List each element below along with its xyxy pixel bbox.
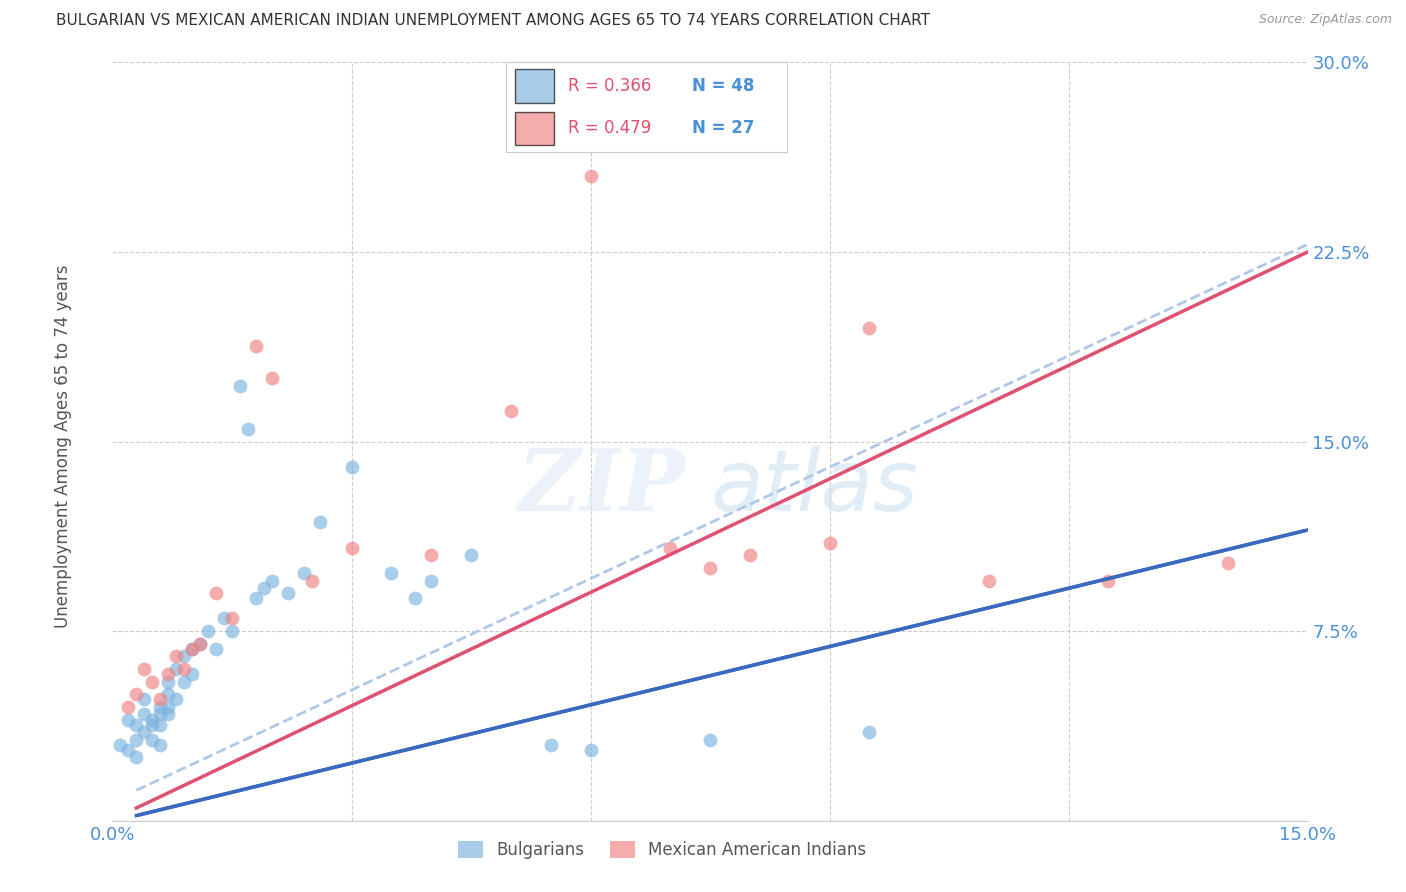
Point <box>157 699 180 714</box>
Text: N = 27: N = 27 <box>692 120 754 137</box>
Point <box>245 338 267 352</box>
Point <box>134 725 156 739</box>
Point <box>165 692 187 706</box>
Point <box>125 732 148 747</box>
Point <box>1097 574 1119 588</box>
Point <box>858 725 880 739</box>
Point <box>699 732 721 747</box>
Text: R = 0.479: R = 0.479 <box>568 120 651 137</box>
Point <box>818 535 841 549</box>
Point <box>659 541 682 555</box>
Text: N = 48: N = 48 <box>692 77 754 95</box>
Point <box>277 586 299 600</box>
Point <box>188 637 211 651</box>
Point <box>181 667 204 681</box>
Point <box>181 641 204 656</box>
Point <box>134 662 156 676</box>
Point <box>157 674 180 689</box>
Point <box>301 574 323 588</box>
Point <box>134 692 156 706</box>
Point <box>253 581 276 595</box>
Text: BULGARIAN VS MEXICAN AMERICAN INDIAN UNEMPLOYMENT AMONG AGES 65 TO 74 YEARS CORR: BULGARIAN VS MEXICAN AMERICAN INDIAN UNE… <box>56 13 931 29</box>
Point <box>236 422 259 436</box>
FancyBboxPatch shape <box>515 112 554 145</box>
Point <box>260 371 283 385</box>
Point <box>460 548 482 563</box>
Point <box>221 624 243 639</box>
Point <box>221 611 243 625</box>
Point <box>149 707 172 722</box>
Point <box>540 738 562 752</box>
Point <box>579 169 602 184</box>
Point <box>157 667 180 681</box>
Point <box>181 641 204 656</box>
Point <box>188 637 211 651</box>
Text: Unemployment Among Ages 65 to 74 years: Unemployment Among Ages 65 to 74 years <box>55 264 72 628</box>
Point <box>149 738 172 752</box>
Point <box>117 743 139 757</box>
Point <box>149 717 172 731</box>
Point <box>420 574 443 588</box>
Point <box>404 591 426 606</box>
Text: R = 0.366: R = 0.366 <box>568 77 651 95</box>
Point <box>125 717 148 731</box>
Text: atlas: atlas <box>710 445 918 529</box>
Point <box>173 662 195 676</box>
Point <box>165 662 187 676</box>
Point <box>380 566 402 580</box>
Point <box>212 611 235 625</box>
Text: Source: ZipAtlas.com: Source: ZipAtlas.com <box>1258 13 1392 27</box>
Point <box>977 574 1000 588</box>
Point <box>110 738 132 752</box>
Point <box>125 750 148 764</box>
Point <box>499 404 522 418</box>
Point <box>205 641 228 656</box>
Point <box>292 566 315 580</box>
Point <box>117 699 139 714</box>
Point <box>738 548 761 563</box>
Point <box>173 649 195 664</box>
Point <box>858 320 880 334</box>
Point <box>197 624 219 639</box>
Point <box>141 713 163 727</box>
Point <box>165 649 187 664</box>
Point <box>579 743 602 757</box>
Point <box>134 707 156 722</box>
Point <box>125 687 148 701</box>
Point <box>308 516 330 530</box>
Point <box>117 713 139 727</box>
Point <box>340 459 363 474</box>
Point <box>420 548 443 563</box>
Point <box>205 586 228 600</box>
Text: ZIP: ZIP <box>519 445 686 529</box>
Point <box>1216 556 1239 570</box>
Point <box>340 541 363 555</box>
Point <box>141 674 163 689</box>
Point <box>245 591 267 606</box>
Point <box>141 732 163 747</box>
Point <box>149 699 172 714</box>
Point <box>699 561 721 575</box>
Point <box>157 687 180 701</box>
Point <box>149 692 172 706</box>
Point <box>260 574 283 588</box>
Legend: Bulgarians, Mexican American Indians: Bulgarians, Mexican American Indians <box>451 834 873 865</box>
Point <box>229 379 252 393</box>
FancyBboxPatch shape <box>515 69 554 103</box>
Point <box>157 707 180 722</box>
Point <box>141 717 163 731</box>
Point <box>173 674 195 689</box>
